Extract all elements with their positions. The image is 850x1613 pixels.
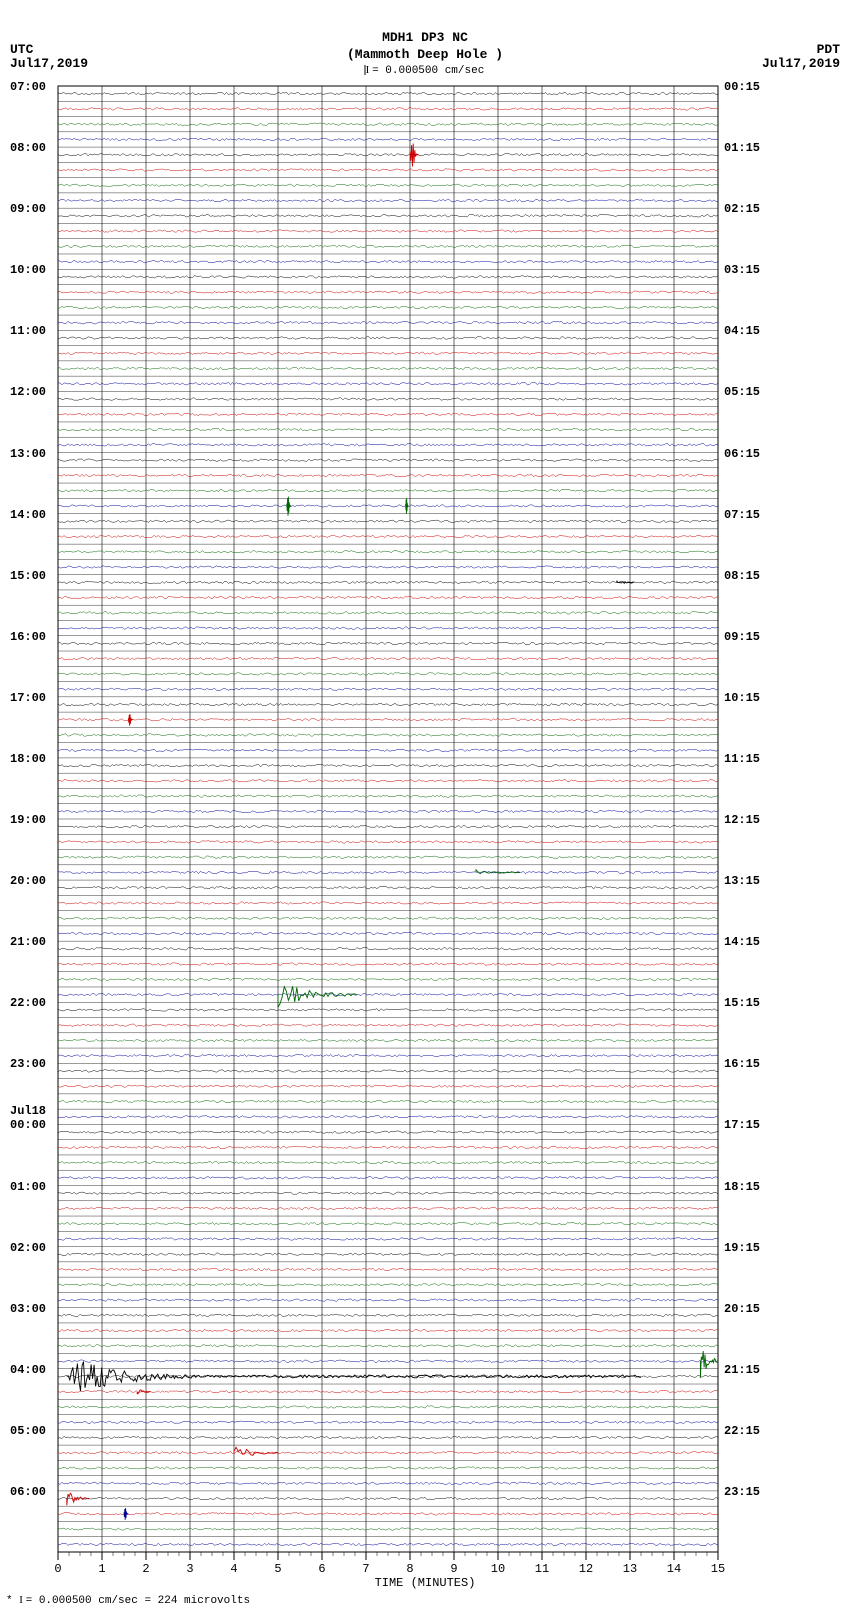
pdt-hour-label: 20:15: [724, 1302, 760, 1316]
utc-hour-label: 03:00: [10, 1302, 46, 1316]
pdt-hour-label: 15:15: [724, 996, 760, 1010]
x-tick-label: 7: [356, 1562, 376, 1576]
utc-hour-label: 09:00: [10, 202, 46, 216]
pdt-hour-label: 17:15: [724, 1118, 760, 1132]
utc-hour-label: 06:00: [10, 1485, 46, 1499]
x-tick-label: 6: [312, 1562, 332, 1576]
utc-hour-label: 16:00: [10, 630, 46, 644]
pdt-hour-label: 09:15: [724, 630, 760, 644]
utc-hour-label: 00:00: [10, 1118, 46, 1132]
utc-hour-label: 21:00: [10, 935, 46, 949]
pdt-hour-label: 21:15: [724, 1363, 760, 1377]
pdt-hour-label: 07:15: [724, 508, 760, 522]
utc-hour-label: 07:00: [10, 80, 46, 94]
utc-hour-label: 19:00: [10, 813, 46, 827]
utc-hour-label: 08:00: [10, 141, 46, 155]
x-tick-label: 10: [488, 1562, 508, 1576]
x-tick-label: 13: [620, 1562, 640, 1576]
x-tick-label: 0: [48, 1562, 68, 1576]
pdt-hour-label: 05:15: [724, 385, 760, 399]
pdt-hour-label: 14:15: [724, 935, 760, 949]
utc-hour-label: 01:00: [10, 1180, 46, 1194]
pdt-hour-label: 18:15: [724, 1180, 760, 1194]
x-tick-label: 5: [268, 1562, 288, 1576]
utc-hour-label: 14:00: [10, 508, 46, 522]
x-tick-label: 3: [180, 1562, 200, 1576]
pdt-hour-label: 01:15: [724, 141, 760, 155]
utc-hour-label: 05:00: [10, 1424, 46, 1438]
pdt-hour-label: 08:15: [724, 569, 760, 583]
pdt-hour-label: 19:15: [724, 1241, 760, 1255]
pdt-hour-label: 22:15: [724, 1424, 760, 1438]
pdt-hour-label: 23:15: [724, 1485, 760, 1499]
x-tick-label: 4: [224, 1562, 244, 1576]
utc-hour-label: 12:00: [10, 385, 46, 399]
x-tick-label: 1: [92, 1562, 112, 1576]
x-axis-label: TIME (MINUTES): [0, 1576, 850, 1590]
utc-hour-label: 23:00: [10, 1057, 46, 1071]
utc-hour-label: 20:00: [10, 874, 46, 888]
pdt-hour-label: 13:15: [724, 874, 760, 888]
utc-hour-label: 04:00: [10, 1363, 46, 1377]
utc-hour-label: 11:00: [10, 324, 46, 338]
utc-hour-label: 15:00: [10, 569, 46, 583]
x-tick-label: 11: [532, 1562, 552, 1576]
utc-hour-label: 13:00: [10, 447, 46, 461]
x-tick-label: 8: [400, 1562, 420, 1576]
pdt-hour-label: 00:15: [724, 80, 760, 94]
pdt-hour-label: 04:15: [724, 324, 760, 338]
utc-hour-label: 17:00: [10, 691, 46, 705]
utc-hour-label: 10:00: [10, 263, 46, 277]
pdt-hour-label: 11:15: [724, 752, 760, 766]
x-tick-label: 15: [708, 1562, 728, 1576]
x-tick-label: 14: [664, 1562, 684, 1576]
pdt-hour-label: 12:15: [724, 813, 760, 827]
x-tick-label: 2: [136, 1562, 156, 1576]
pdt-hour-label: 10:15: [724, 691, 760, 705]
utc-hour-label: 02:00: [10, 1241, 46, 1255]
x-tick-label: 9: [444, 1562, 464, 1576]
utc-hour-label: 18:00: [10, 752, 46, 766]
pdt-hour-label: 02:15: [724, 202, 760, 216]
pdt-hour-label: 03:15: [724, 263, 760, 277]
footer-scale: * I = 0.000500 cm/sec = 224 microvolts: [6, 1594, 250, 1607]
pdt-hour-label: 16:15: [724, 1057, 760, 1071]
utc-hour-label: 22:00: [10, 996, 46, 1010]
pdt-hour-label: 06:15: [724, 447, 760, 461]
date-left-mid: Jul18: [10, 1104, 46, 1118]
footer-text: = 0.000500 cm/sec = 224 microvolts: [26, 1595, 250, 1607]
x-tick-label: 12: [576, 1562, 596, 1576]
